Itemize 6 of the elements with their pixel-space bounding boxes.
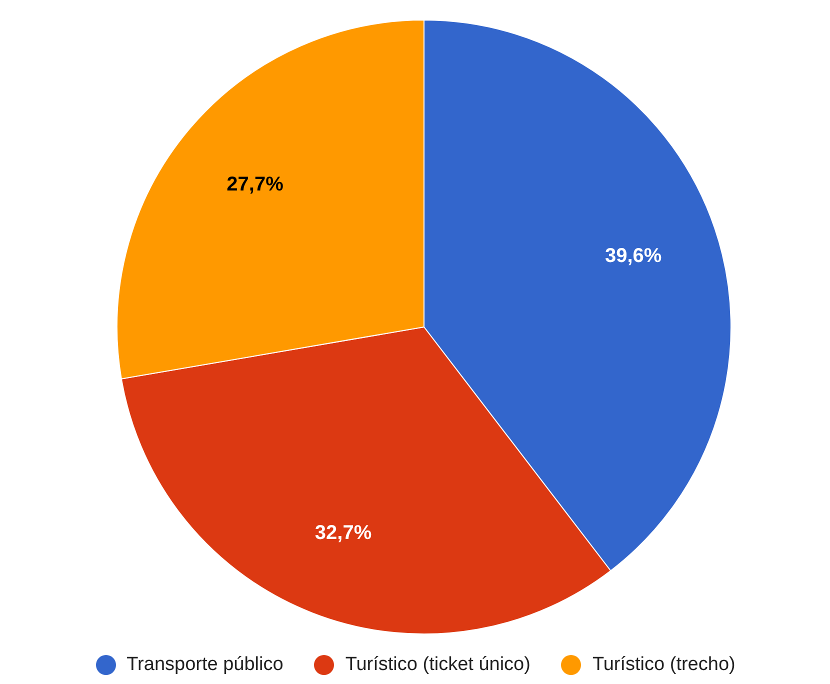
data-label: 32,7% xyxy=(314,522,372,544)
legend-label: Transporte público xyxy=(126,654,284,676)
legend-label: Turístico (trecho) xyxy=(592,654,736,676)
data-label: 39,6% xyxy=(604,245,662,268)
data-label: 27,7% xyxy=(226,174,284,196)
legend-label: Turístico (ticket único) xyxy=(345,654,530,676)
